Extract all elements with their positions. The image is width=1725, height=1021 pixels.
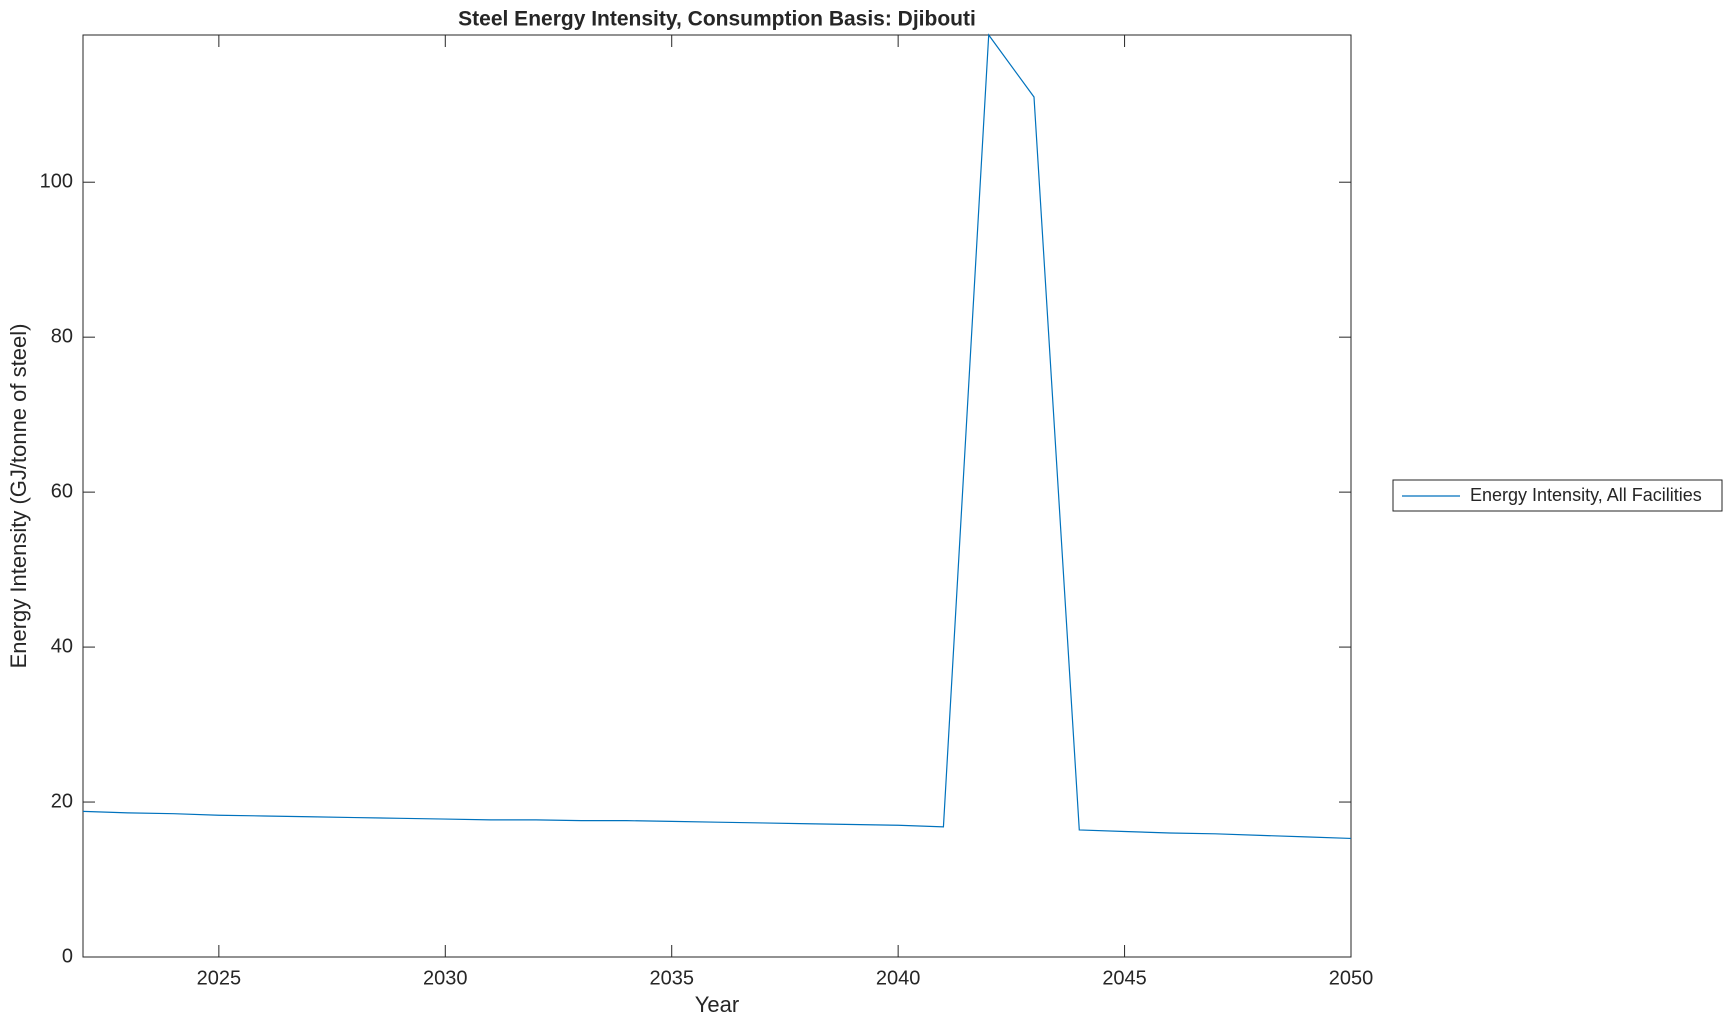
line-series [82,33,1352,840]
y-tick-label: 0 [62,945,73,967]
legend-label: Energy Intensity, All Facilities [1470,485,1702,505]
y-tick-label: 60 [51,480,73,502]
y-tick-label: 100 [40,170,73,192]
plot-frame [82,34,1352,958]
x-tick-label: 2030 [423,967,468,989]
x-tick-label: 2035 [649,967,694,989]
x-axis-label: Year [695,992,739,1017]
x-tick-label: 2040 [876,967,921,989]
y-tick-label: 20 [51,790,73,812]
x-tick-label: 2045 [1102,967,1147,989]
y-tick-label: 40 [51,635,73,657]
y-tick-label: 80 [51,325,73,347]
x-tick-label: 2050 [1329,967,1374,989]
x-tick-label: 2025 [197,967,242,989]
chart-title: Steel Energy Intensity, Consumption Basi… [458,8,976,31]
y-axis-label: Energy Intensity (GJ/tonne of steel) [6,324,31,669]
